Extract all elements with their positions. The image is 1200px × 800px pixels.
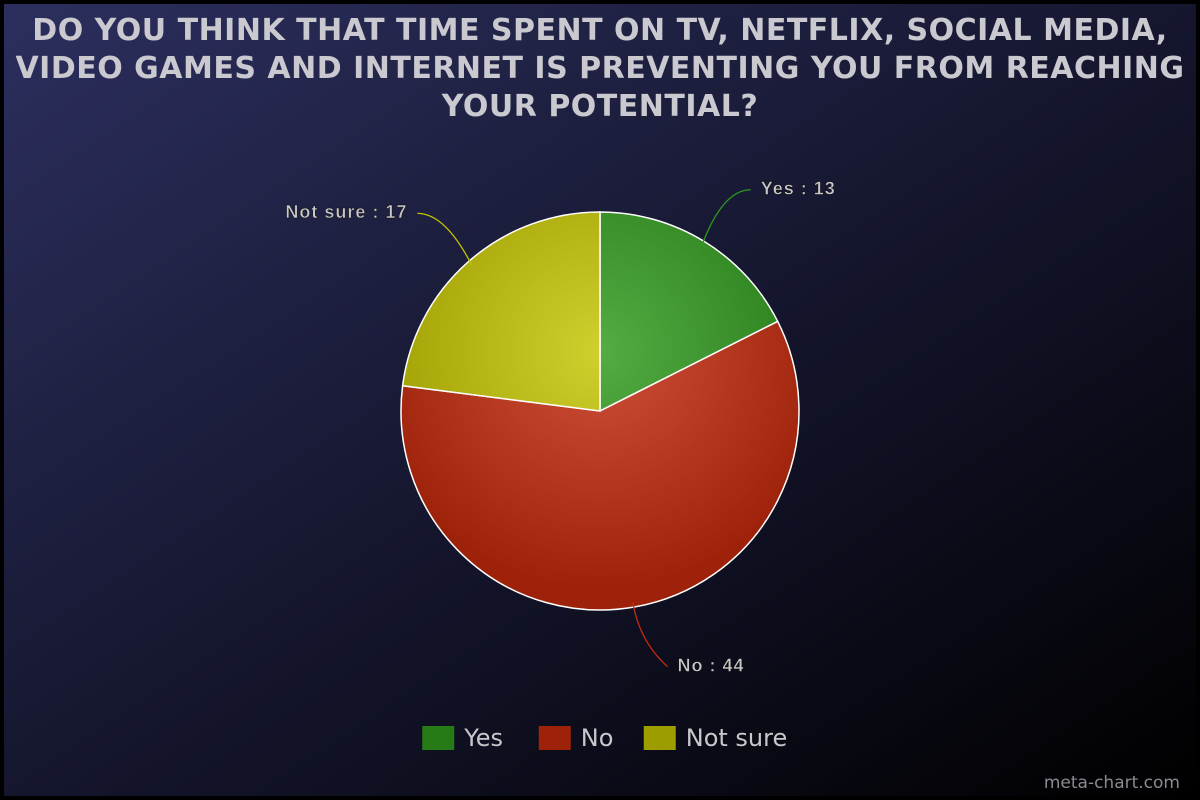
chart-title: DO YOU THINK THAT TIME SPENT ON TV, NETF… <box>15 13 1185 124</box>
data-label: Yes : 13 <box>761 178 836 198</box>
data-label: Not sure : 17 <box>285 202 407 222</box>
leader-line <box>701 189 751 247</box>
leader-line <box>632 602 668 668</box>
data-label: No : 44 <box>678 655 745 675</box>
legend-label: No <box>581 724 614 752</box>
watermark: meta-chart.com <box>1044 773 1180 793</box>
legend-swatch <box>422 726 455 750</box>
legend-label: Not sure <box>686 724 788 752</box>
legend-swatch <box>643 726 676 750</box>
pie-slice <box>401 211 601 412</box>
leader-line <box>417 212 473 266</box>
legend-swatch <box>538 726 571 750</box>
pie-slice <box>599 211 779 413</box>
legend-label: Yes <box>463 724 503 752</box>
